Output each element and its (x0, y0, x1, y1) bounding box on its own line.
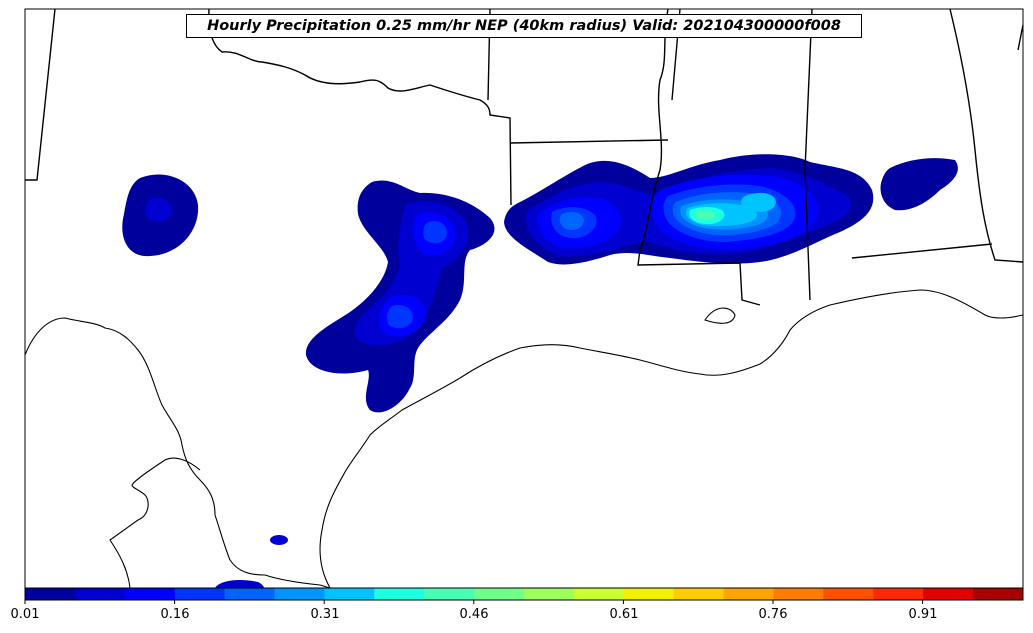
colorbar-tick-label: 0.16 (160, 607, 190, 622)
colorbar-tick-label: 0.01 (10, 607, 40, 622)
colorbar-segment (823, 588, 874, 600)
precip-blob-far-east (880, 158, 958, 211)
colorbar-segment (74, 588, 126, 600)
state-boundaries (25, 8, 1024, 306)
colorbar-tick-label: 0.61 (609, 607, 639, 622)
colorbar-segment (324, 588, 375, 600)
colorbar-segment (723, 588, 774, 600)
colorbar-segment (374, 588, 425, 600)
colorbar-segment (573, 588, 625, 600)
colorbar-segment (25, 588, 76, 600)
colorbar-tick-label: 0.76 (758, 607, 788, 622)
colorbar (24, 587, 1024, 604)
precip-small-dots (215, 535, 288, 588)
precip-blob-louisiana (504, 154, 874, 265)
colorbar-segment (923, 588, 974, 600)
colorbar-tick-label: 0.31 (310, 607, 340, 622)
colorbar-segment (873, 588, 924, 600)
colorbar-segment (424, 588, 475, 600)
map-background (25, 9, 1023, 588)
colorbar-border (24, 587, 1024, 601)
colorbar-segment (474, 588, 525, 600)
colorbar-segment (224, 588, 275, 600)
colorbar-segment (274, 588, 325, 600)
precip-blob-east-texas (305, 180, 495, 413)
colorbar-segment (973, 588, 1024, 600)
coastline (24, 289, 1024, 589)
map-title: Hourly Precipitation 0.25 mm/hr NEP (40k… (186, 14, 862, 38)
colorbar-tick-label: 0.46 (459, 607, 489, 622)
colorbar-tick-label: 0.91 (908, 607, 938, 622)
colorbar-segment (174, 588, 226, 600)
colorbar-segment (623, 588, 675, 600)
colorbar-segment (673, 588, 725, 600)
precip-blob-west (122, 174, 199, 257)
colorbar-segment (773, 588, 824, 600)
colorbar-segment (524, 588, 575, 600)
colorbar-segment (124, 588, 176, 600)
